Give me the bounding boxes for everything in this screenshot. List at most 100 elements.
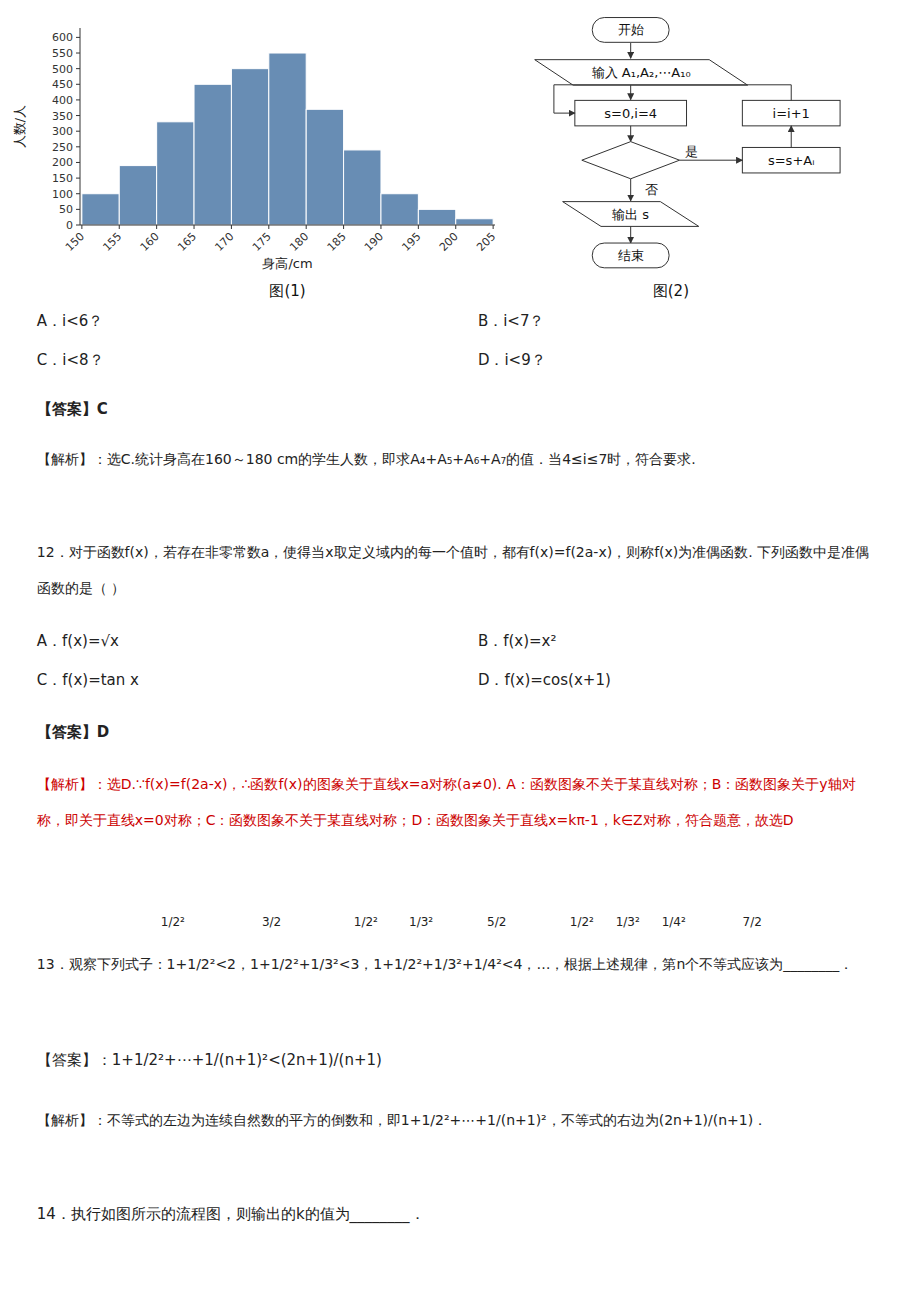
fraction-note: 1/4² <box>662 914 686 930</box>
process-box <box>742 147 840 172</box>
y-tick <box>76 209 80 210</box>
y-tick-label: 300 <box>52 125 73 138</box>
terminal-box <box>592 243 669 268</box>
chart-title: 图(1) <box>269 282 305 300</box>
fraction-note: 1/2² <box>354 914 378 930</box>
histogram-bar <box>194 84 231 225</box>
text-line: D．i<9？ <box>478 349 546 371</box>
flow-arrow <box>630 85 631 100</box>
text-line: 【答案】D <box>37 721 109 743</box>
x-tick <box>418 225 419 229</box>
paragraph: 【解析】：不等式的左边为连续自然数的平方的倒数和，即1+1/2²+⋯+1/(n+… <box>37 1102 883 1138</box>
histogram-bar <box>231 69 268 225</box>
y-tick <box>76 99 80 100</box>
text-line: 【答案】：1+1/2²+⋯+1/(n+1)²<(2n+1)/(n+1) <box>37 1049 382 1071</box>
histogram-bar <box>82 194 119 225</box>
flow-arrow <box>630 126 631 142</box>
x-tick <box>268 225 269 229</box>
x-tick-label: 195 <box>399 230 423 254</box>
histogram-bar <box>418 209 455 225</box>
flowchart-text: 是 <box>685 144 698 159</box>
y-tick-label: 350 <box>52 110 73 123</box>
fraction-note: 1/3² <box>409 914 433 930</box>
y-tick-label: 450 <box>52 78 73 91</box>
flow-arrow <box>630 43 631 58</box>
y-tick-label: 400 <box>52 94 73 107</box>
x-tick <box>194 225 195 229</box>
y-tick-label: 250 <box>52 141 73 154</box>
process-box <box>575 100 687 125</box>
flow-arrow <box>630 179 631 201</box>
bars <box>82 53 493 225</box>
paragraph: 【解析】：选D.∵f(x)=f(2a-x)，∴函数f(x)的图象关于直线x=a对… <box>37 766 883 838</box>
text-line: C．f(x)=tan x <box>37 669 139 691</box>
flowchart-text: 输出 s <box>612 207 649 222</box>
x-tick-label: 165 <box>175 230 199 254</box>
flow-arrow <box>680 160 743 161</box>
io-box <box>563 202 699 227</box>
x-tick-label: 155 <box>100 230 124 254</box>
x-tick-label: 150 <box>63 230 87 254</box>
histogram-bar <box>306 109 343 225</box>
x-tick-label: 170 <box>212 230 236 254</box>
text-line: D．f(x)=cos(x+1) <box>478 669 611 691</box>
flowchart-text: s=0,i=4 <box>604 106 657 121</box>
flow-line <box>553 85 554 113</box>
x-tick <box>455 225 456 229</box>
histogram-bar <box>119 166 156 225</box>
process-box <box>742 100 840 125</box>
paragraph: 12．对于函数f(x)，若存在非零常数a，使得当x取定义域内的每一个值时，都有f… <box>37 534 883 606</box>
y-tick-label: 600 <box>52 31 73 44</box>
flowchart-text: s=s+Aᵢ <box>768 153 815 168</box>
x-tick <box>343 225 344 229</box>
x-tick <box>156 225 157 229</box>
x-tick <box>493 225 494 229</box>
flow-line <box>554 84 791 85</box>
y-tick <box>76 53 80 54</box>
flow-arrow <box>630 226 631 243</box>
y-tick <box>76 225 80 226</box>
histogram-svg: 0501001502002503003504004505005506001501… <box>0 0 515 305</box>
y-tick-label: 200 <box>52 156 73 169</box>
y-tick <box>76 162 80 163</box>
x-tick-label: 185 <box>325 230 349 254</box>
flowchart-text: 结束 <box>618 248 644 263</box>
histogram-bar <box>157 122 194 225</box>
x-tick-label: 205 <box>474 230 498 254</box>
page: 0501001502002503003504004505005506001501… <box>0 0 919 1302</box>
x-axis-line <box>80 225 495 226</box>
text-line: B．i<7？ <box>478 310 545 332</box>
text-line: 【答案】C <box>37 398 108 420</box>
y-tick <box>76 131 80 132</box>
y-tick-label: 100 <box>52 188 73 201</box>
x-tick <box>81 225 82 229</box>
text-line: A．f(x)=√x <box>37 630 119 652</box>
y-axis-line <box>80 28 81 225</box>
paragraph: 【解析】：选C.统计身高在160～180 cm的学生人数，即求A₄+A₅+A₆+… <box>37 441 883 477</box>
y-tick <box>76 115 80 116</box>
flowchart-text: 开始 <box>618 22 644 37</box>
x-tick <box>231 225 232 229</box>
fraction-note: 3/2 <box>262 914 281 930</box>
fraction-note: 1/3² <box>616 914 640 930</box>
y-tick-label: 0 <box>66 219 73 232</box>
y-tick-label: 50 <box>59 203 73 216</box>
flowchart-text: i=i+1 <box>773 106 810 121</box>
flowchart-text: 否 <box>645 182 658 197</box>
fraction-note: 1/2² <box>570 914 594 930</box>
x-tick-label: 180 <box>287 230 311 254</box>
x-tick-label: 175 <box>250 230 274 254</box>
x-tick <box>380 225 381 229</box>
fraction-note: 7/2 <box>743 914 762 930</box>
y-tick-label: 550 <box>52 47 73 60</box>
terminal-box <box>592 18 669 43</box>
fraction-note: 5/2 <box>487 914 506 930</box>
y-tick <box>76 37 80 38</box>
decision-box <box>582 142 680 179</box>
x-tick-label: 200 <box>437 230 461 254</box>
histogram-bar <box>381 194 418 225</box>
y-tick <box>76 68 80 69</box>
y-tick <box>76 178 80 179</box>
y-tick <box>76 193 80 194</box>
y-tick-label: 500 <box>52 63 73 76</box>
